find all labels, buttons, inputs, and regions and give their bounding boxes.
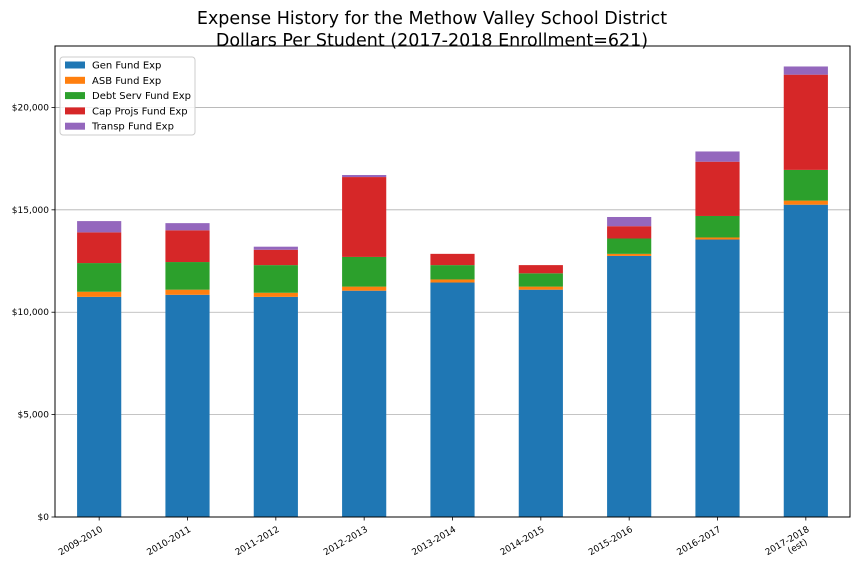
x-tick-label: 2010-2011 [146, 525, 193, 558]
bar-segment-asb-fund-exp [430, 279, 475, 283]
legend-label: ASB Fund Exp [92, 76, 161, 87]
bar-segment-gen-fund-exp [165, 294, 210, 517]
bar-segment-debt-serv-fund-exp [342, 256, 387, 287]
x-tick-label-group: 2016-2017 [676, 525, 723, 558]
bar-segment-transp-fund-exp [695, 151, 740, 162]
x-tick-label-group: 2012-2013 [322, 525, 369, 558]
legend-swatch [65, 92, 85, 100]
x-tick-label-group: 2011-2012 [234, 525, 281, 558]
x-tick-label: 2014-2015 [499, 525, 546, 558]
bar-segment-cap-projs-fund-exp [695, 161, 740, 216]
x-tick-label: 2015-2016 [587, 525, 635, 558]
bar-segment-transp-fund-exp [77, 221, 122, 233]
bar-segment-cap-projs-fund-exp [783, 74, 828, 170]
bar-segment-cap-projs-fund-exp [165, 230, 210, 263]
bar-segment-asb-fund-exp [518, 286, 563, 290]
bar-segment-debt-serv-fund-exp [253, 265, 298, 293]
y-axis: $0 $5,000 $10,000 $15,000 $20,000 [12, 103, 55, 523]
x-tick-label: 2011-2012 [234, 525, 281, 558]
bar-segment-cap-projs-fund-exp [518, 265, 563, 274]
x-axis: 2009-2010 2010-2011 2011-2012 2012-2013 2013… [57, 517, 812, 558]
y-tick-label: $10,000 [12, 308, 49, 318]
bar-segment-cap-projs-fund-exp [342, 177, 387, 257]
bar-segment-debt-serv-fund-exp [430, 265, 475, 280]
legend-swatch [65, 76, 85, 84]
bars [77, 66, 828, 518]
legend-swatch [65, 107, 85, 115]
bar-segment-cap-projs-fund-exp [607, 226, 652, 239]
x-tick-label-group: 2010-2011 [146, 525, 193, 558]
bar-segment-transp-fund-exp [253, 246, 298, 250]
bar-segment-debt-serv-fund-exp [77, 263, 122, 292]
bar-segment-debt-serv-fund-exp [165, 262, 210, 290]
bar-segment-gen-fund-exp [607, 255, 652, 518]
bar-segment-asb-fund-exp [253, 292, 298, 297]
bar-segment-cap-projs-fund-exp [77, 232, 122, 264]
x-tick-label-group: 2014-2015 [499, 525, 546, 558]
bar-segment-asb-fund-exp [607, 253, 652, 256]
bar-segment-transp-fund-exp [607, 216, 652, 227]
bar-segment-debt-serv-fund-exp [783, 169, 828, 201]
bar-segment-gen-fund-exp [253, 296, 298, 517]
bar-segment-cap-projs-fund-exp [430, 253, 475, 266]
legend-swatch [65, 61, 85, 69]
bar-segment-asb-fund-exp [165, 289, 210, 295]
bar-segment-transp-fund-exp [342, 175, 387, 178]
chart-title-line-1: Expense History for the Methow Valley Sc… [196, 9, 668, 29]
x-tick-label-group: 2015-2016 [587, 525, 635, 558]
legend-label: Debt Serv Fund Exp [92, 91, 191, 102]
y-tick-label: $20,000 [12, 103, 49, 113]
bar-segment-asb-fund-exp [695, 237, 740, 240]
bar-segment-gen-fund-exp [783, 204, 828, 517]
legend-box [59, 56, 196, 136]
bar-segment-asb-fund-exp [342, 286, 387, 291]
x-tick-label: 2016-2017 [676, 525, 723, 558]
x-tick-label: 2013-2014 [411, 525, 459, 558]
legend-label: Transp Fund Exp [91, 122, 174, 133]
bar-segment-debt-serv-fund-exp [695, 215, 740, 238]
bar-segment-debt-serv-fund-exp [607, 238, 652, 254]
x-tick-label: 2012-2013 [322, 525, 369, 558]
bar-segment-gen-fund-exp [77, 296, 122, 517]
x-tick-label-group: 2009-2010 [57, 525, 105, 558]
y-tick-label: $5,000 [18, 411, 50, 421]
bar-segment-gen-fund-exp [695, 239, 740, 517]
legend-label: Gen Fund Exp [92, 61, 161, 72]
bar-segment-debt-serv-fund-exp [518, 273, 563, 287]
x-tick-label-group: 2013-2014 [411, 525, 459, 558]
bar-segment-transp-fund-exp [783, 66, 828, 75]
legend-swatch [65, 122, 85, 130]
legend-label: Cap Projs Fund Exp [92, 106, 188, 117]
x-tick-label: 2009-2010 [57, 525, 105, 558]
bar-segment-asb-fund-exp [783, 200, 828, 205]
y-tick-label: $15,000 [12, 206, 49, 216]
bar-segment-transp-fund-exp [165, 223, 210, 231]
bar-segment-cap-projs-fund-exp [253, 249, 298, 266]
bar-segment-gen-fund-exp [430, 282, 475, 517]
x-tick-label-group: 2017-2018(est) [764, 525, 812, 558]
bar-segment-gen-fund-exp [342, 290, 387, 517]
legend: Gen Fund Exp ASB Fund Exp Debt Serv Fund E… [59, 56, 196, 136]
y-tick-label: $0 [38, 513, 50, 523]
bar-segment-gen-fund-exp [518, 289, 563, 517]
bar-segment-asb-fund-exp [77, 291, 122, 297]
